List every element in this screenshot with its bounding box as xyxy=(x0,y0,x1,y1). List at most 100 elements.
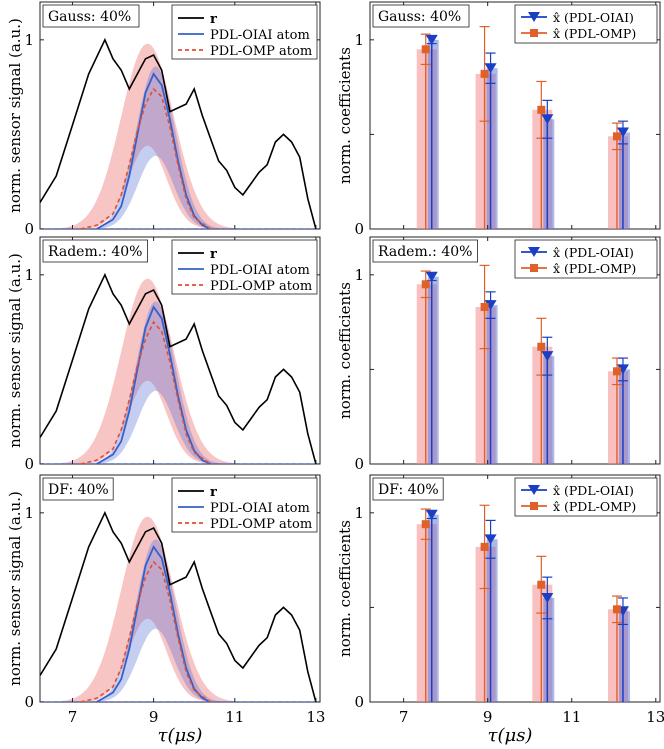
y-axis-label: norm. sensor signal (a.u.) xyxy=(6,253,24,448)
bar-oiai xyxy=(427,276,439,464)
legend-label: x̂ (PDL-OIAI) xyxy=(553,10,634,25)
bar-oiai xyxy=(618,132,630,229)
title-box: Gauss: 40% xyxy=(42,4,140,28)
plot-area xyxy=(416,504,630,702)
title-box: Radem.: 40% xyxy=(372,239,478,263)
series-line-r xyxy=(40,510,317,702)
legend-label: r xyxy=(210,12,217,27)
legend-marker-triangle xyxy=(528,12,540,22)
bar-oiai xyxy=(486,305,498,464)
legend-label: PDL-OMP atom xyxy=(210,517,312,532)
bar-oiai xyxy=(543,119,555,229)
series-line-oiai xyxy=(96,545,211,702)
legend-marker-square xyxy=(530,29,538,37)
marker-oiai xyxy=(484,534,497,545)
bar-oiai xyxy=(618,369,630,464)
y-axis-label: norm. sensor signal (a.u.) xyxy=(6,491,24,686)
title-box-label: Radem.: 40% xyxy=(378,244,472,260)
marker-omp xyxy=(537,105,546,114)
x-tick-label: 13 xyxy=(646,708,664,726)
legend-label: PDL-OIAI atom xyxy=(210,263,310,278)
x-axis-label-left: τ(μs) xyxy=(158,725,203,746)
y-axis-label: norm. coefficients xyxy=(336,520,354,657)
bar-oiai xyxy=(427,39,439,229)
legend-label: x̂ (PDL-OMP) xyxy=(553,499,636,514)
bar-oiai xyxy=(486,539,498,702)
legend-label: x̂ (PDL-OMP) xyxy=(553,26,636,41)
y-axis-label: norm. coefficients xyxy=(336,47,354,184)
y-tick-label: 0 xyxy=(354,455,364,473)
omp-band xyxy=(56,43,258,229)
series-line-omp xyxy=(80,320,211,464)
title-box: Gauss: 40% xyxy=(372,4,470,28)
marker-omp xyxy=(421,280,430,289)
marker-omp xyxy=(612,605,621,614)
title-box-frame xyxy=(42,4,140,28)
series-line-oiai xyxy=(96,72,211,229)
marker-omp xyxy=(537,342,546,351)
legend-label: PDL-OIAI atom xyxy=(210,28,310,43)
title-box-frame xyxy=(42,477,114,501)
marker-oiai xyxy=(541,114,554,125)
x-tick-label: 9 xyxy=(483,708,493,726)
oiai-band xyxy=(56,301,258,464)
y-tick-label: 1 xyxy=(24,266,34,284)
legend-frame xyxy=(514,4,658,44)
title-box-frame xyxy=(372,4,470,28)
marker-oiai xyxy=(425,271,438,282)
title-box-label: Gauss: 40% xyxy=(48,9,131,25)
title-box: DF: 40% xyxy=(372,477,444,501)
plot-area xyxy=(40,510,320,702)
y-tick-label: 0 xyxy=(24,455,34,473)
y-tick-label: 0 xyxy=(354,220,364,238)
y-tick-label: 1 xyxy=(354,31,364,49)
legend-marker-triangle xyxy=(528,247,540,257)
legend-label: x̂ (PDL-OMP) xyxy=(553,261,636,276)
marker-omp xyxy=(480,542,489,551)
plot-area xyxy=(416,25,630,229)
y-tick-label: 1 xyxy=(354,504,364,522)
marker-oiai xyxy=(484,300,497,311)
title-box-label: DF: 40% xyxy=(48,482,109,498)
legend-label: r xyxy=(210,485,217,500)
legend-marker-square xyxy=(530,264,538,272)
series-line-r xyxy=(40,37,317,229)
y-tick-label: 0 xyxy=(24,693,34,711)
legend-label: x̂ (PDL-OIAI) xyxy=(553,245,634,260)
y-axis-label: norm. sensor signal (a.u.) xyxy=(6,18,24,213)
marker-omp xyxy=(480,302,489,311)
marker-oiai xyxy=(425,509,438,520)
legend-label: x̂ (PDL-OIAI) xyxy=(553,483,634,498)
title-box-label: DF: 40% xyxy=(378,482,439,498)
bar-oiai xyxy=(618,611,630,702)
y-tick-label: 1 xyxy=(24,504,34,522)
series-line-r xyxy=(40,272,317,464)
y-tick-label: 0 xyxy=(24,220,34,238)
series-line-oiai xyxy=(96,305,211,464)
y-axis-label: norm. coefficients xyxy=(336,282,354,419)
x-tick-label: 11 xyxy=(562,708,581,726)
marker-oiai xyxy=(616,364,629,375)
legend-frame xyxy=(171,239,318,295)
legend-marker-triangle xyxy=(528,485,540,495)
plot-area xyxy=(40,37,320,229)
legend-marker-square xyxy=(530,502,538,510)
marker-oiai xyxy=(484,63,497,74)
bar-oiai xyxy=(427,514,439,702)
plot-area xyxy=(416,264,630,464)
y-tick-label: 1 xyxy=(24,31,34,49)
legend-label: PDL-OMP atom xyxy=(210,279,312,294)
marker-omp xyxy=(537,580,546,589)
x-tick-label: 7 xyxy=(399,708,409,726)
x-tick-label: 7 xyxy=(68,708,78,726)
legend-frame xyxy=(514,239,658,279)
omp-band xyxy=(56,278,258,464)
